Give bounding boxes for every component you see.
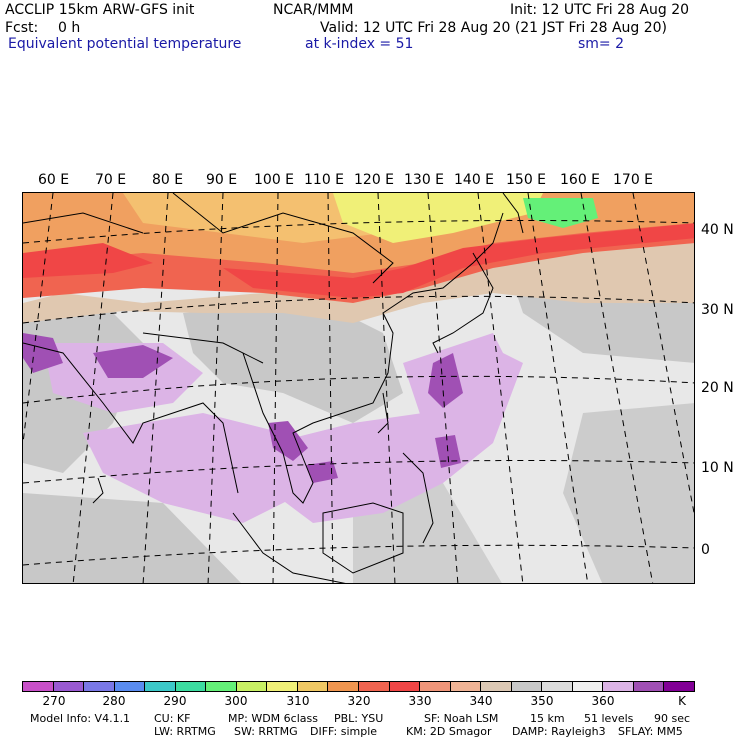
colorbar-swatch [420, 682, 451, 691]
high-theta-patch [268, 421, 308, 461]
footer-info: DIFF: simple [310, 725, 378, 738]
colorbar-swatch [542, 682, 573, 691]
gray-region [563, 403, 694, 583]
colorbar-swatch [53, 682, 85, 691]
colorbar-swatch [572, 682, 604, 691]
colorbar-swatch [633, 682, 665, 691]
lon-label: 100 E [254, 172, 295, 188]
colorbar-tick: 340 [469, 694, 493, 708]
coastlines [23, 193, 524, 583]
colorbar-tick: 360 [591, 694, 615, 708]
colorbar-tick: 300 [224, 694, 248, 708]
warm-band [23, 243, 153, 278]
footer-info: DAMP: Rayleigh3 [512, 725, 606, 738]
footer-info: LW: RRTMG [154, 725, 216, 738]
colorbar-tick: 330 [408, 694, 432, 708]
colorbar-swatch [23, 682, 54, 691]
lon-label: 70 E [95, 172, 127, 188]
center-label: NCAR/MMM [273, 2, 354, 18]
colorbar-tick: 280 [102, 694, 126, 708]
fcst-value: 0 h [58, 20, 81, 36]
colorbar-tick: 320 [347, 694, 371, 708]
lat-label: 40 N [701, 222, 734, 238]
warm-band [223, 223, 694, 298]
lon-label: 170 E [613, 172, 654, 188]
colorbar-swatch [328, 682, 360, 691]
valid-time: Valid: 12 UTC Fri 28 Aug 20 (21 JST Fri … [320, 20, 668, 36]
graticule [23, 193, 694, 583]
lon-label: 80 E [152, 172, 184, 188]
footer-info: PBL: YSU [334, 712, 384, 725]
lon-label: 60 E [38, 172, 70, 188]
footer-info: 90 sec [654, 712, 691, 725]
colorbar-tick: 350 [530, 694, 554, 708]
init-time: Init: 12 UTC Fri 28 Aug 20 [510, 2, 690, 18]
lon-label: 150 E [506, 172, 547, 188]
lat-label: 20 N [701, 380, 734, 396]
colorbar-swatch [175, 682, 207, 691]
gray-region [183, 303, 403, 423]
footer-info: CU: KF [154, 712, 191, 725]
colorbar-swatch [267, 682, 298, 691]
lat-label: 0 [701, 542, 710, 558]
high-theta-patch [23, 333, 63, 373]
colorbar-swatch [664, 682, 695, 691]
high-theta-patch [306, 461, 338, 483]
gray-region [23, 493, 242, 583]
model-title: ACCLIP 15km ARW-GFS init [5, 2, 195, 18]
humid-region [83, 413, 303, 523]
fcst-label: Fcst: [5, 20, 39, 36]
colorbar-tick: 290 [163, 694, 187, 708]
colorbar-swatch [114, 682, 146, 691]
colorbar-swatch [450, 682, 482, 691]
colorbar-swatch [145, 682, 176, 691]
colorbar-swatch [84, 682, 115, 691]
footer-info: KM: 2D Smagor [406, 725, 492, 738]
colorbar-swatch [297, 682, 329, 691]
lon-label: 90 E [206, 172, 238, 188]
smooth-label: sm= 2 [578, 36, 625, 52]
colorbar-tick: 310 [286, 694, 310, 708]
high-theta-patch [435, 435, 461, 468]
warm-band [333, 193, 543, 243]
map-canvas [23, 193, 694, 583]
level-label: at k-index = 51 [305, 36, 414, 52]
footer-info: SW: RRTMG [234, 725, 298, 738]
lat-label: 10 N [701, 460, 734, 476]
high-theta-patch [93, 345, 173, 378]
map-panel [22, 192, 695, 584]
colorbar-swatch [359, 682, 390, 691]
colorbar-swatch [481, 682, 512, 691]
colorbar-swatch [511, 682, 543, 691]
colorbar-swatch [206, 682, 237, 691]
footer-info: SF: Noah LSM [424, 712, 499, 725]
lon-label: 110 E [304, 172, 345, 188]
footer-info: MP: WDM 6class [228, 712, 318, 725]
colorbar-swatch [389, 682, 421, 691]
field-name: Equivalent potential temperature [8, 36, 242, 52]
colorbar-swatch [236, 682, 268, 691]
colorbar [22, 681, 695, 692]
high-theta-patch [428, 353, 463, 408]
lat-label: 30 N [701, 302, 734, 318]
colorbar-tick: 270 [42, 694, 66, 708]
lon-label: 160 E [560, 172, 601, 188]
footer-info: 15 km [530, 712, 565, 725]
footer-info: Model Info: V4.1.1 [30, 712, 131, 725]
lon-label: 140 E [454, 172, 495, 188]
colorbar-swatch [603, 682, 634, 691]
lon-label: 130 E [404, 172, 445, 188]
footer-info: SFLAY: MM5 [618, 725, 683, 738]
footer-info: 51 levels [584, 712, 634, 725]
colorbar-unit: K [678, 694, 686, 708]
lon-label: 120 E [354, 172, 395, 188]
